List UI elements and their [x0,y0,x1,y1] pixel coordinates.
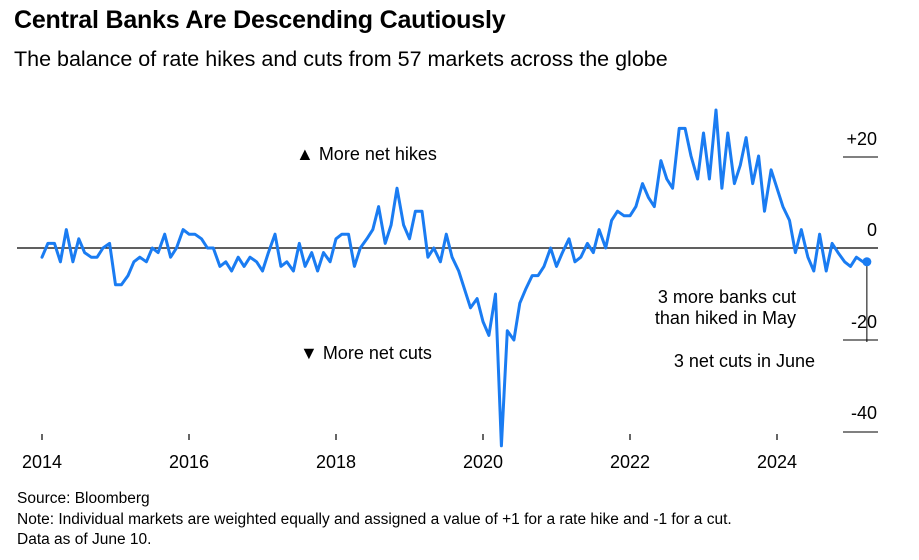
annotation-june: 3 net cuts in June [674,351,815,371]
x-tick-label: 2018 [316,452,356,472]
annotation-more-net-hikes: ▲ More net hikes [296,144,437,164]
x-tick-label: 2022 [610,452,650,472]
chart-subtitle: The balance of rate hikes and cuts from … [14,47,668,71]
x-tick-label: 2016 [169,452,209,472]
data-date-note: Data as of June 10. [17,531,152,548]
x-tick-label: 2024 [757,452,797,472]
y-tick-label: -20 [851,312,877,332]
x-tick-label: 2014 [22,452,62,472]
chart-title: Central Banks Are Descending Cautiously [14,6,506,34]
annotation-more-net-cuts: ▼ More net cuts [300,343,432,363]
latest-point-marker [862,257,872,267]
y-tick-label: 0 [867,220,877,240]
x-tick-label: 2020 [463,452,503,472]
series-line [40,108,871,448]
annotation-may: than hiked in May [655,308,796,328]
methodology-note: Note: Individual markets are weighted eq… [17,511,732,528]
source-note: Source: Bloomberg [17,490,150,507]
annotation-may: 3 more banks cut [658,287,796,307]
y-tick-label: -40 [851,403,877,423]
y-tick-label: +20 [846,129,877,149]
